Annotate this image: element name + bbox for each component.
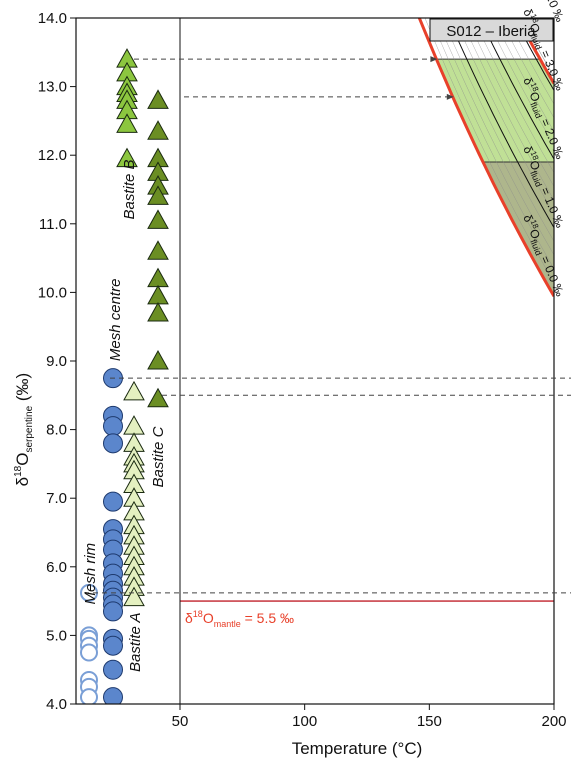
y-tick-label: 5.0 xyxy=(46,627,67,644)
guide-curve xyxy=(424,18,554,283)
range-band xyxy=(567,378,571,395)
y-tick-label: 8.0 xyxy=(46,422,67,439)
labels: S012 – Iberia δ18Omantle = 5.5 ‰ Mesh rim M… xyxy=(82,0,571,672)
data-point xyxy=(147,301,169,322)
envelope-curve xyxy=(417,18,554,297)
group-label: Bastite A xyxy=(127,613,144,672)
guide-curve xyxy=(466,18,554,187)
x-axis-title: Temperature (°C) xyxy=(292,739,423,758)
guide-curve xyxy=(180,0,554,8)
data-point xyxy=(103,635,123,656)
data-point xyxy=(103,433,123,454)
x-tick-label: 50 xyxy=(172,713,189,730)
y-axis-title: δ18Oserpentine (‰) xyxy=(13,373,35,487)
data-point xyxy=(103,687,123,704)
mantle-label: δ18Omantle = 5.5 ‰ xyxy=(185,609,294,629)
y-tick-label: 4.0 xyxy=(46,696,67,713)
y-tick-label: 10.0 xyxy=(38,284,67,301)
data-point xyxy=(147,185,169,205)
guide-curve xyxy=(430,18,554,269)
y-tick-label: 9.0 xyxy=(46,353,67,370)
arrow-head xyxy=(446,93,454,100)
x-tick-label: 200 xyxy=(541,713,566,730)
guide-curve xyxy=(454,18,554,214)
y-tick-label: 7.0 xyxy=(46,490,67,507)
data-point xyxy=(80,688,98,704)
sample-label-box xyxy=(429,18,554,42)
data-point xyxy=(103,659,123,680)
y-tick-label: 13.0 xyxy=(38,79,67,96)
sample-markers xyxy=(80,48,169,704)
data-point xyxy=(123,586,145,607)
x-tick-label: 100 xyxy=(292,713,317,730)
data-point xyxy=(147,209,169,229)
range-band xyxy=(567,395,571,597)
fluid-isoline xyxy=(479,18,554,160)
guide-curve xyxy=(472,18,554,173)
group-label: Bastite B xyxy=(121,159,138,219)
data-point xyxy=(147,284,169,305)
data-point xyxy=(103,491,123,512)
data-point xyxy=(103,601,123,622)
group-label: Bastite C xyxy=(150,426,167,487)
data-point xyxy=(123,380,145,401)
y-tick-label: 12.0 xyxy=(38,147,67,164)
y-tick-label: 11.0 xyxy=(39,216,67,233)
x-tick-label: 150 xyxy=(417,713,442,730)
data-point xyxy=(103,416,123,437)
data-point xyxy=(80,643,98,662)
range-band xyxy=(567,598,571,704)
sample-label: S012 – Iberia xyxy=(446,23,536,40)
fluid-isoline xyxy=(447,18,554,228)
y-tick-label: 14.0 xyxy=(38,10,67,27)
data-point xyxy=(147,89,169,109)
data-point xyxy=(147,240,169,260)
data-point xyxy=(147,387,169,408)
guide-curve xyxy=(460,18,554,201)
guide-curve xyxy=(442,18,554,242)
data-point xyxy=(147,349,169,370)
data-point xyxy=(116,147,138,168)
data-point xyxy=(116,113,138,133)
arrow-head xyxy=(430,56,438,63)
axes: 4.0 5.0 6.0 7.0 8.0 9.0 10.0 11.0 12.0 13.0 14.0 50… xyxy=(13,10,567,758)
group-label: Mesh rim xyxy=(82,543,99,605)
data-point xyxy=(147,267,169,288)
group-label: Mesh centre xyxy=(107,279,124,362)
y-tick-label: 6.0 xyxy=(46,559,67,576)
data-point xyxy=(147,120,169,140)
model-region xyxy=(180,0,571,704)
guide-curve xyxy=(436,18,554,256)
data-point xyxy=(123,415,145,435)
